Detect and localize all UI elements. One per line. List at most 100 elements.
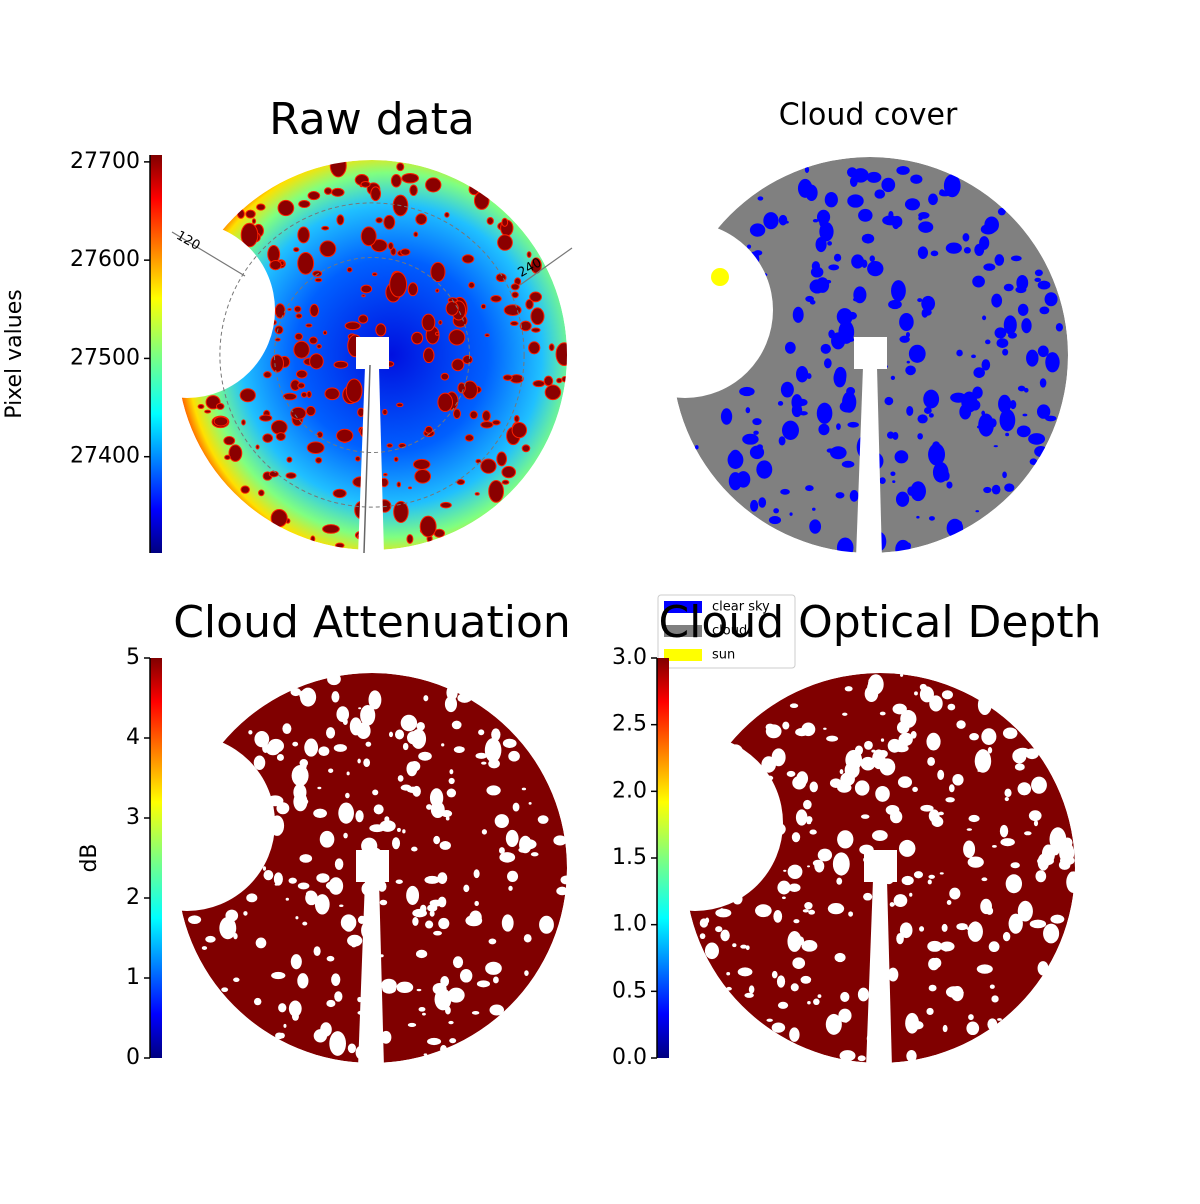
cloud-blob [263, 371, 272, 379]
cloud-blob [916, 515, 920, 519]
colorbar-tick-label: 3.0 [612, 645, 647, 670]
cloud-blob [336, 428, 354, 443]
sky-image [667, 157, 1068, 559]
cloud-blob [1034, 277, 1042, 283]
cloud-blob [313, 808, 327, 819]
cloud-blob [988, 941, 1000, 953]
cloud-blob [668, 320, 684, 343]
cloud-blob [560, 875, 573, 885]
cloud-blob [1017, 900, 1033, 922]
cloud-blob [1022, 413, 1028, 417]
cloud-blob [883, 871, 895, 885]
colorbar-tick-label: 4 [126, 725, 140, 750]
cloud-blob [501, 217, 509, 227]
cloud-blob [720, 408, 733, 425]
cloud-blob [807, 1000, 811, 1005]
cloud-blob [719, 908, 725, 915]
cloud-blob [910, 730, 917, 739]
cloud-blob [409, 184, 418, 197]
cloud-blob [251, 218, 257, 224]
cloud-blob [871, 749, 876, 753]
cloud-blob [262, 433, 274, 443]
cloud-blob [414, 469, 432, 484]
cloud-blob [331, 973, 341, 987]
cloud-blob [840, 991, 850, 1002]
cloud-blob [287, 307, 292, 311]
cloud-blob [923, 407, 932, 414]
cloud-blob [888, 299, 902, 310]
cloud-blob [234, 758, 242, 769]
cloud-blob [745, 945, 750, 951]
cloud-blob [525, 298, 534, 310]
cloud-blob [529, 291, 543, 303]
cloud-blob [448, 1020, 454, 1025]
cloud-blob [328, 768, 334, 773]
cloud-blob [928, 516, 935, 521]
cloud-blob [490, 294, 502, 303]
cloud-blob [359, 425, 373, 439]
cloud-blob [1012, 748, 1027, 764]
cloud-blob [370, 186, 382, 202]
cloud-blob [246, 893, 258, 903]
cloud-blob [766, 775, 774, 781]
cloud-blob [815, 277, 830, 293]
cloud-blob [224, 454, 231, 460]
cloud-blob [528, 341, 541, 355]
cloud-blob [983, 263, 996, 271]
cloud-blob [863, 857, 867, 862]
cloud-blob [1005, 874, 1023, 894]
cloud-blob [989, 984, 995, 989]
cloud-blob [750, 499, 759, 512]
cloud-blob [433, 835, 441, 845]
cloud-blob [347, 1043, 357, 1054]
cloud-blob [884, 396, 894, 406]
cloud-blob [914, 691, 918, 696]
cloud-blob [400, 784, 412, 791]
cloud-blob [292, 741, 299, 747]
cloud-blob [412, 458, 431, 470]
cloud-blob [409, 761, 421, 772]
legend-swatch [664, 649, 702, 661]
cloud-blob [323, 187, 333, 195]
cloud-blob [1007, 332, 1017, 339]
colorbar-tick-label: 27700 [70, 149, 140, 174]
cloud-blob [976, 425, 982, 429]
cloud-blob [834, 952, 846, 963]
cloud-blob [253, 755, 266, 770]
cloud-blob [254, 813, 263, 825]
cloud-blob [481, 761, 487, 765]
cloud-blob [501, 465, 516, 479]
cloud-blob [343, 832, 348, 839]
cloud-blob [811, 261, 820, 272]
cloud-blob [1049, 827, 1067, 852]
sky-image [684, 673, 1081, 1063]
cloud-blob [732, 893, 743, 905]
cloud-blob [457, 693, 472, 703]
cloud-blob [499, 852, 516, 863]
cloud-blob [358, 707, 362, 710]
cloud-blob [937, 769, 945, 781]
cloud-blob [320, 1022, 332, 1037]
cloud-blob [290, 954, 302, 970]
cloud-blob [322, 330, 328, 335]
cloud-blob [991, 995, 999, 1003]
cloud-blob [745, 861, 755, 868]
cloud-blob [258, 489, 265, 497]
cloud-blob [511, 291, 519, 299]
cloud-blob [1002, 931, 1011, 942]
cloud-blob [720, 929, 730, 942]
cloud-blob [213, 416, 229, 427]
cloud-blob [805, 816, 813, 823]
cloud-blob [838, 1008, 852, 1023]
cloud-blob [269, 319, 277, 326]
cloud-blob [975, 510, 980, 513]
cloud-blob [738, 324, 745, 333]
cloud-blob [512, 802, 520, 812]
cloud-blob [757, 311, 771, 331]
cloud-blob [918, 221, 934, 233]
cloud-blob [412, 917, 419, 926]
cloud-blob [275, 1032, 284, 1040]
cloud-blob [717, 340, 725, 345]
cloud-blob [338, 802, 354, 824]
cloud-blob [732, 943, 737, 948]
